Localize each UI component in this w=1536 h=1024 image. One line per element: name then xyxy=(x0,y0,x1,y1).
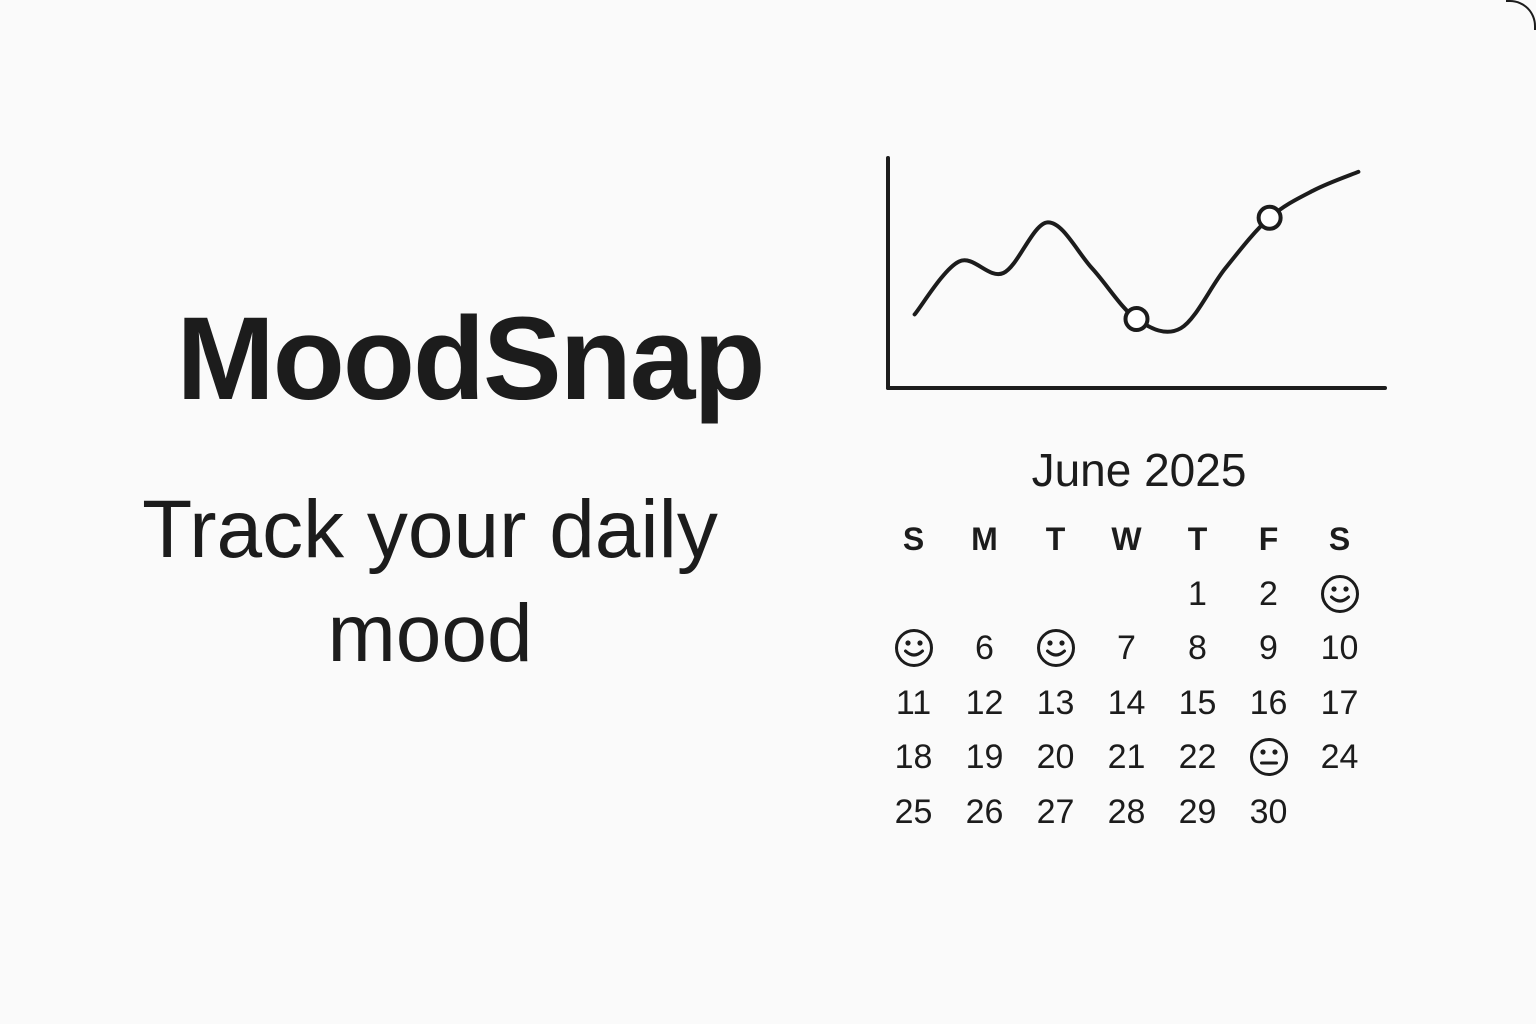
calendar-day[interactable]: 30 xyxy=(1233,785,1304,839)
neutral-face-icon xyxy=(1249,737,1289,777)
calendar-day[interactable]: 19 xyxy=(949,730,1020,784)
calendar-day[interactable]: 6 xyxy=(949,621,1020,675)
calendar-day-mood[interactable] xyxy=(1304,567,1375,621)
tagline: Track your daily mood xyxy=(130,478,730,686)
smile-icon xyxy=(894,628,934,668)
weekday-header: S xyxy=(878,512,949,566)
calendar-day[interactable]: 10 xyxy=(1304,621,1375,675)
weekday-header: W xyxy=(1091,512,1162,566)
calendar-day[interactable]: 27 xyxy=(1020,785,1091,839)
calendar-day[interactable]: 20 xyxy=(1020,730,1091,784)
calendar-empty-cell xyxy=(1020,567,1091,621)
calendar-day[interactable]: 28 xyxy=(1091,785,1162,839)
calendar-empty-cell xyxy=(1304,785,1375,839)
mood-chart xyxy=(870,140,1410,410)
weekday-header: M xyxy=(949,512,1020,566)
calendar-day[interactable]: 21 xyxy=(1091,730,1162,784)
calendar-day[interactable]: 25 xyxy=(878,785,949,839)
weekday-header: S xyxy=(1304,512,1375,566)
calendar-day[interactable]: 7 xyxy=(1091,621,1162,675)
window-corner xyxy=(1506,0,1536,30)
smile-icon xyxy=(1036,628,1076,668)
app-title: MoodSnap xyxy=(130,300,810,418)
calendar-day[interactable]: 16 xyxy=(1233,676,1304,730)
calendar-day-mood[interactable] xyxy=(878,621,949,675)
weekday-header: F xyxy=(1233,512,1304,566)
brand-block: MoodSnap Track your daily mood xyxy=(130,300,810,686)
mood-data-point-1[interactable] xyxy=(1126,308,1148,330)
calendar-empty-cell xyxy=(949,567,1020,621)
weekday-header: T xyxy=(1020,512,1091,566)
calendar-day[interactable]: 1 xyxy=(1162,567,1233,621)
calendar-day[interactable]: 14 xyxy=(1091,676,1162,730)
calendar-day[interactable]: 18 xyxy=(878,730,949,784)
mood-chart-svg xyxy=(870,140,1410,410)
calendar-day[interactable]: 12 xyxy=(949,676,1020,730)
calendar-day[interactable]: 9 xyxy=(1233,621,1304,675)
calendar-day[interactable]: 15 xyxy=(1162,676,1233,730)
calendar-day[interactable]: 8 xyxy=(1162,621,1233,675)
mood-data-point-2[interactable] xyxy=(1259,207,1281,229)
calendar-day[interactable]: 13 xyxy=(1020,676,1091,730)
calendar-day-mood[interactable] xyxy=(1233,730,1304,784)
calendar-month-label: June 2025 xyxy=(878,440,1378,500)
weekday-header: T xyxy=(1162,512,1233,566)
calendar-day[interactable]: 11 xyxy=(878,676,949,730)
mood-calendar: June 2025 S M T W T F S 1 2 6 7 8 9 10 11 12 13 14 15 16 17 1… xyxy=(878,440,1378,839)
calendar-day[interactable]: 2 xyxy=(1233,567,1304,621)
calendar-day[interactable]: 26 xyxy=(949,785,1020,839)
calendar-day[interactable]: 24 xyxy=(1304,730,1375,784)
calendar-grid: S M T W T F S 1 2 6 7 8 9 10 11 12 13 14 15 16 17 18 19 20 21 22 2… xyxy=(878,512,1378,839)
calendar-empty-cell xyxy=(878,567,949,621)
calendar-day-mood[interactable] xyxy=(1020,621,1091,675)
calendar-day[interactable]: 22 xyxy=(1162,730,1233,784)
calendar-day[interactable]: 29 xyxy=(1162,785,1233,839)
calendar-day[interactable]: 17 xyxy=(1304,676,1375,730)
smile-icon xyxy=(1320,574,1360,614)
calendar-empty-cell xyxy=(1091,567,1162,621)
